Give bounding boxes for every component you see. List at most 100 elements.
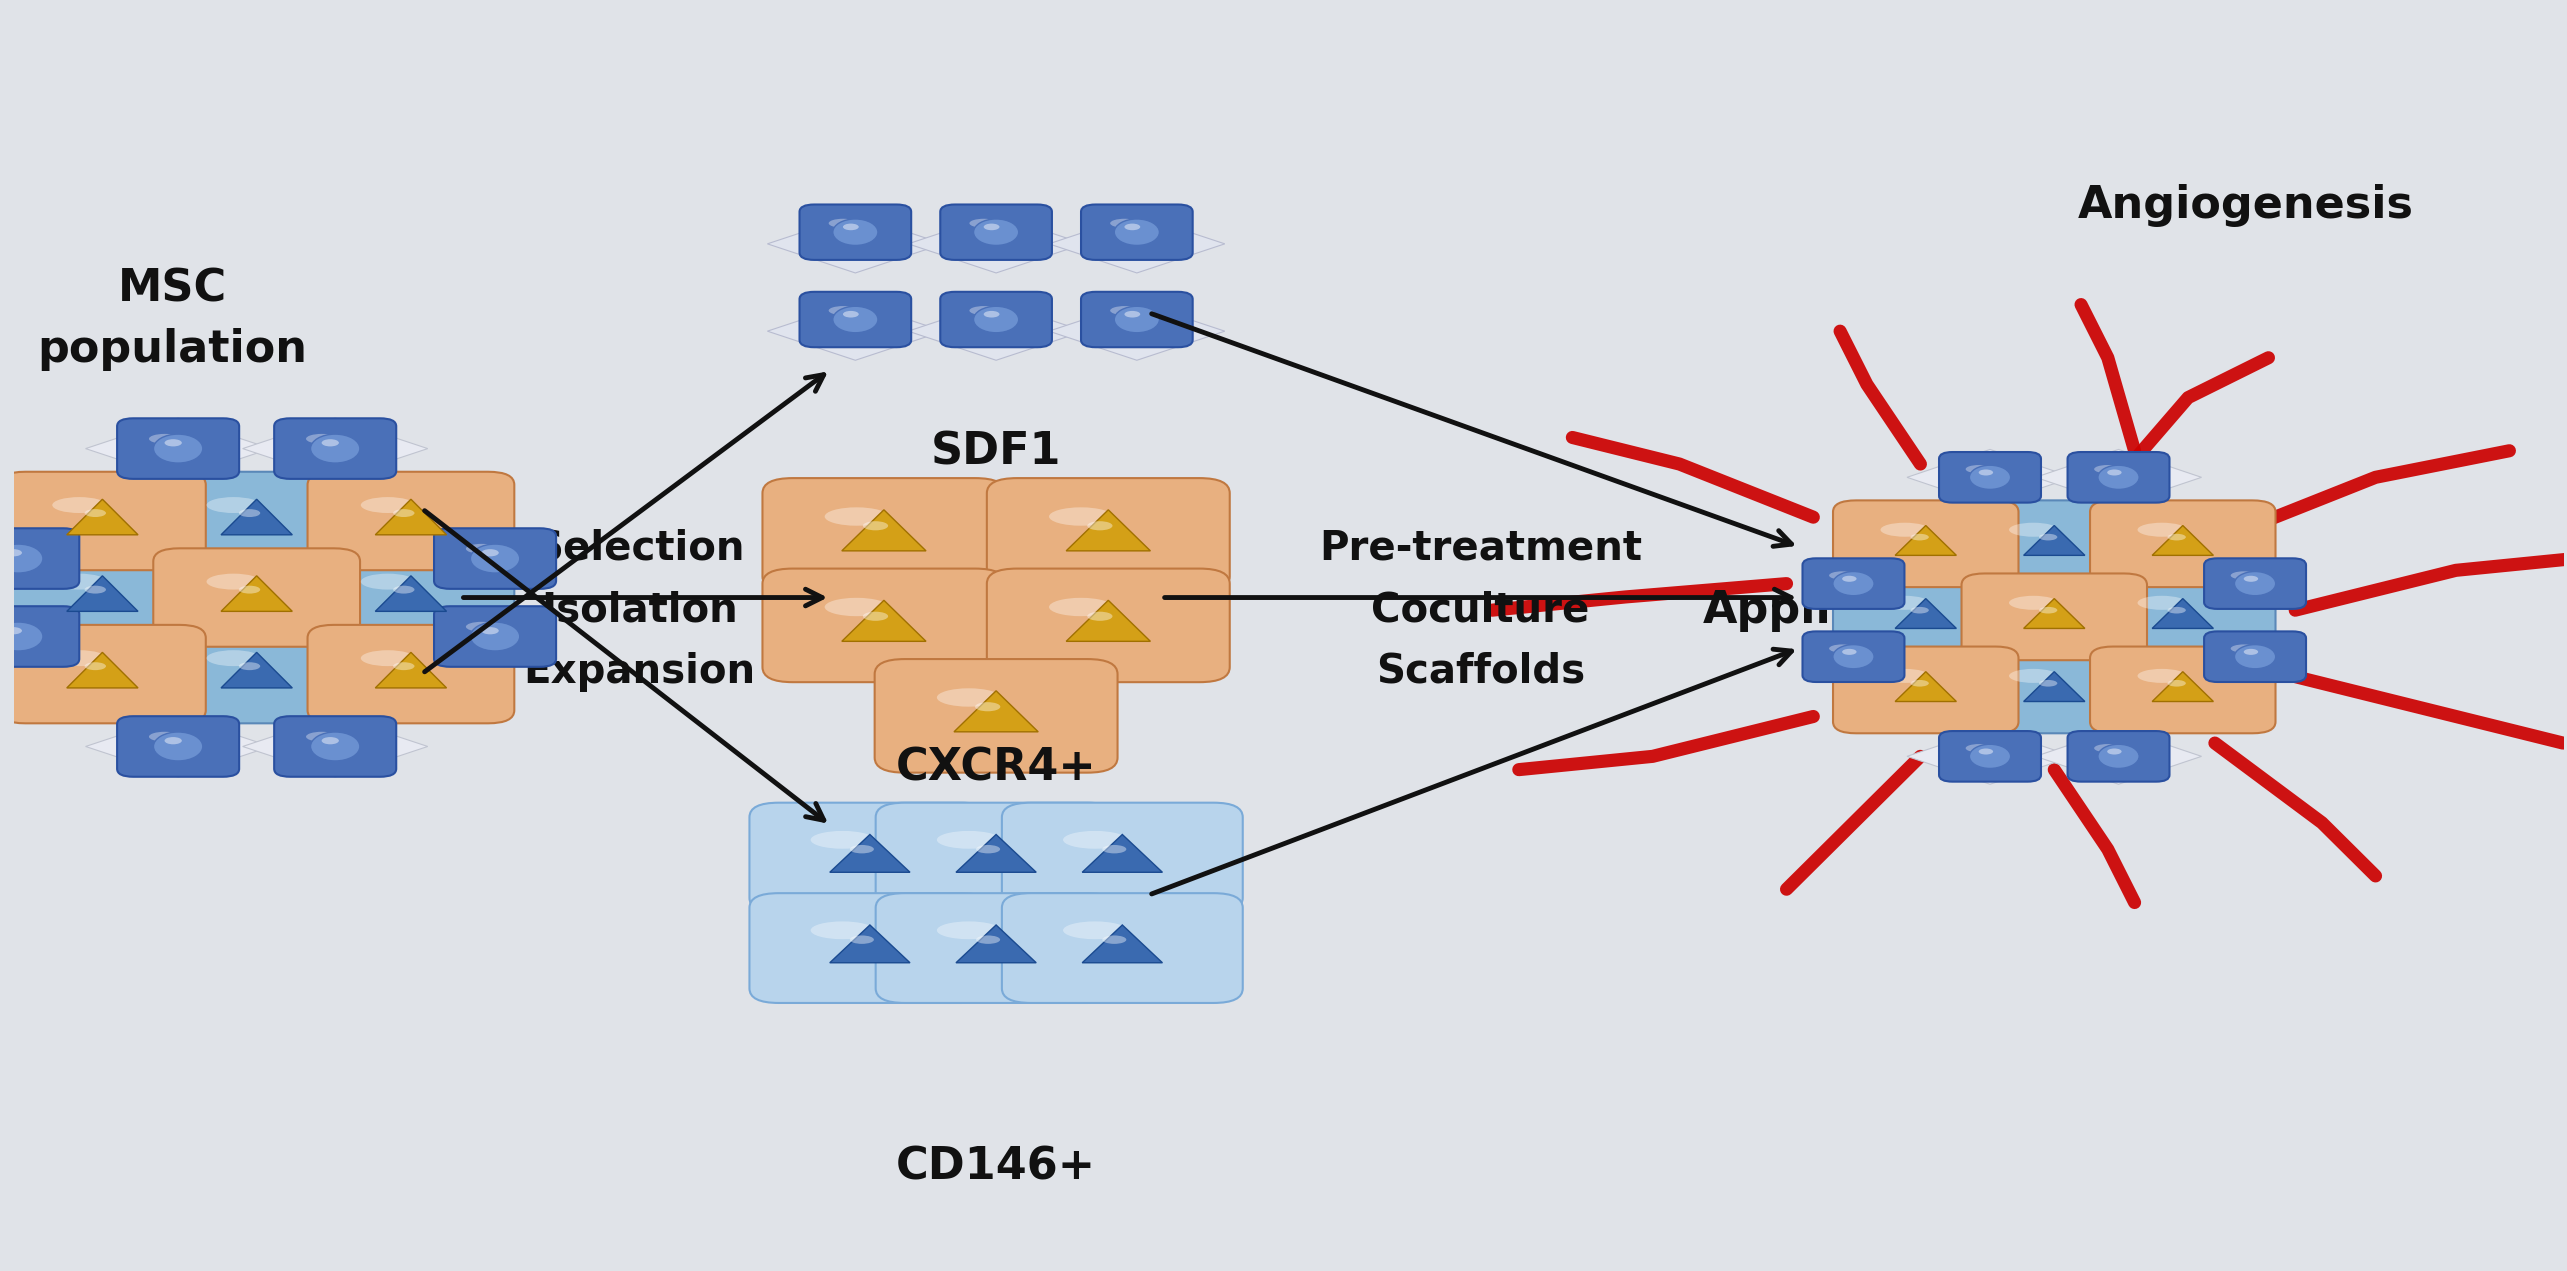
Ellipse shape (0, 622, 44, 651)
FancyBboxPatch shape (1081, 292, 1194, 347)
FancyBboxPatch shape (762, 568, 1006, 683)
Ellipse shape (780, 840, 973, 885)
Ellipse shape (149, 732, 180, 741)
FancyBboxPatch shape (875, 660, 1117, 773)
Ellipse shape (983, 311, 999, 318)
Ellipse shape (1109, 219, 1140, 228)
Ellipse shape (2167, 606, 2187, 614)
Ellipse shape (321, 440, 339, 446)
Ellipse shape (1101, 845, 1127, 853)
FancyBboxPatch shape (750, 803, 991, 913)
Ellipse shape (1966, 465, 1992, 473)
Polygon shape (2023, 599, 2084, 628)
Polygon shape (2151, 671, 2213, 702)
Ellipse shape (393, 662, 413, 670)
Polygon shape (221, 500, 293, 535)
Ellipse shape (2233, 644, 2277, 669)
Ellipse shape (2108, 749, 2120, 755)
Polygon shape (10, 643, 195, 704)
Ellipse shape (1088, 521, 1112, 530)
Ellipse shape (2244, 648, 2259, 655)
Polygon shape (2023, 525, 2084, 555)
Ellipse shape (824, 507, 888, 526)
FancyBboxPatch shape (1833, 501, 2018, 587)
Ellipse shape (1817, 648, 1897, 669)
Ellipse shape (970, 219, 999, 228)
Ellipse shape (1124, 224, 1140, 230)
Polygon shape (955, 835, 1037, 872)
Ellipse shape (1979, 749, 1992, 755)
Polygon shape (164, 643, 349, 704)
Ellipse shape (1987, 604, 2133, 638)
Polygon shape (10, 567, 195, 628)
Ellipse shape (2218, 576, 2297, 596)
FancyBboxPatch shape (308, 548, 513, 647)
Ellipse shape (2095, 744, 2120, 752)
Ellipse shape (1859, 676, 2005, 712)
Ellipse shape (1910, 606, 1928, 614)
Ellipse shape (1910, 534, 1928, 540)
Ellipse shape (1830, 644, 1856, 652)
Text: MSC
population: MSC population (39, 268, 308, 371)
FancyBboxPatch shape (0, 625, 205, 723)
FancyBboxPatch shape (798, 292, 911, 347)
Ellipse shape (133, 737, 228, 761)
Polygon shape (1907, 728, 2074, 784)
Ellipse shape (293, 737, 385, 761)
Ellipse shape (829, 306, 857, 315)
Ellipse shape (483, 549, 498, 557)
Ellipse shape (983, 224, 999, 230)
Ellipse shape (1096, 224, 1183, 245)
Text: Selection
Isolation
Expansion: Selection Isolation Expansion (524, 529, 755, 691)
FancyBboxPatch shape (875, 803, 1117, 913)
Ellipse shape (975, 702, 1001, 712)
Ellipse shape (2218, 648, 2297, 669)
Ellipse shape (1101, 935, 1127, 944)
FancyBboxPatch shape (154, 548, 359, 647)
Ellipse shape (811, 921, 875, 939)
Ellipse shape (1987, 530, 2133, 566)
FancyBboxPatch shape (2090, 573, 2274, 660)
Ellipse shape (149, 433, 180, 444)
Polygon shape (768, 302, 942, 360)
Polygon shape (1065, 600, 1150, 642)
Polygon shape (2151, 599, 2213, 628)
Polygon shape (244, 418, 429, 479)
Ellipse shape (1019, 517, 1212, 563)
Ellipse shape (1830, 572, 1856, 580)
Ellipse shape (2010, 669, 2059, 683)
Ellipse shape (863, 521, 888, 530)
Ellipse shape (1063, 831, 1127, 849)
Polygon shape (955, 925, 1037, 962)
Ellipse shape (154, 732, 203, 761)
Polygon shape (67, 652, 139, 688)
Polygon shape (221, 652, 293, 688)
Ellipse shape (0, 622, 21, 632)
Ellipse shape (1987, 676, 2133, 712)
Ellipse shape (2231, 644, 2256, 652)
Polygon shape (1083, 835, 1163, 872)
FancyBboxPatch shape (1938, 731, 2041, 782)
Ellipse shape (362, 651, 416, 666)
Ellipse shape (393, 510, 413, 517)
Ellipse shape (780, 930, 973, 975)
Polygon shape (1843, 662, 2010, 718)
FancyBboxPatch shape (2205, 558, 2305, 609)
Polygon shape (318, 567, 503, 628)
FancyBboxPatch shape (1802, 632, 1905, 683)
Polygon shape (67, 500, 139, 535)
Polygon shape (375, 652, 447, 688)
FancyBboxPatch shape (308, 625, 513, 723)
Polygon shape (375, 500, 447, 535)
Ellipse shape (470, 544, 519, 573)
Ellipse shape (239, 662, 259, 670)
Polygon shape (2100, 516, 2267, 572)
FancyBboxPatch shape (118, 716, 239, 777)
Ellipse shape (182, 658, 344, 698)
Ellipse shape (28, 658, 190, 698)
Ellipse shape (1882, 669, 1930, 683)
Ellipse shape (28, 506, 190, 545)
Ellipse shape (239, 510, 259, 517)
Ellipse shape (321, 737, 339, 745)
FancyBboxPatch shape (2205, 632, 2305, 683)
